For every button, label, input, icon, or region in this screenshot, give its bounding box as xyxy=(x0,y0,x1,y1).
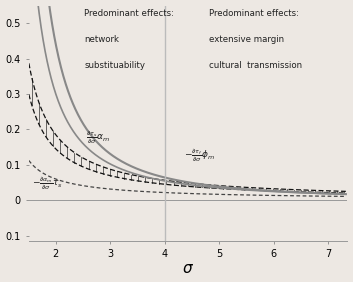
Text: Predominant effects:: Predominant effects: xyxy=(209,9,299,18)
Text: cultural  transmission: cultural transmission xyxy=(209,61,302,70)
Text: $\frac{\partial \tau_s}{\partial \sigma}\alpha_m$: $\frac{\partial \tau_s}{\partial \sigma}… xyxy=(86,130,110,146)
Text: extensive margin: extensive margin xyxy=(209,35,284,44)
Text: network: network xyxy=(84,35,119,44)
Text: $-\frac{\partial \alpha_m}{\partial \sigma}\tau_s$: $-\frac{\partial \alpha_m}{\partial \sig… xyxy=(32,176,63,193)
Text: Predominant effects:: Predominant effects: xyxy=(84,9,174,18)
X-axis label: $\sigma$: $\sigma$ xyxy=(182,261,194,276)
Text: substituability: substituability xyxy=(84,61,145,70)
Text: $\frac{\partial \phi_m}{\partial \sigma}\tau_f$: $\frac{\partial \phi_m}{\partial \sigma}… xyxy=(0,281,1,282)
Text: $-\frac{\partial \tau_f}{\partial \sigma}\phi_m$: $-\frac{\partial \tau_f}{\partial \sigma… xyxy=(184,148,215,164)
